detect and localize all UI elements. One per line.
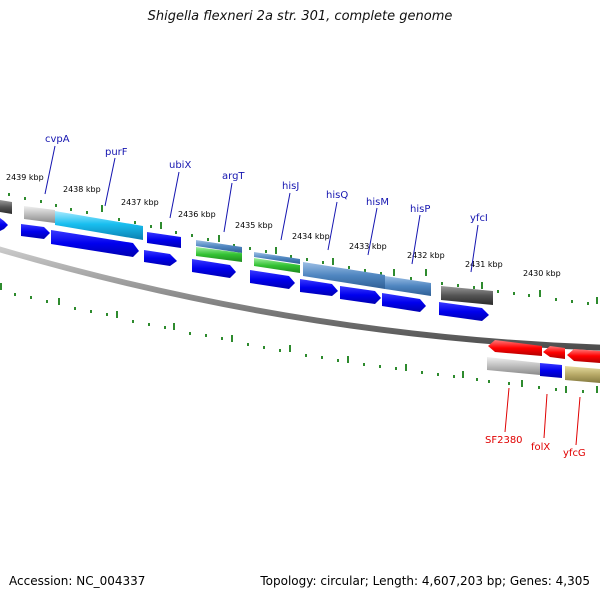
gene-feature (487, 357, 540, 375)
inner-tick-row (0, 283, 598, 393)
gene-label-SF2380: SF2380 (485, 435, 523, 446)
cds-arrow (488, 340, 542, 356)
gene-label-cvpA: cvpA (45, 134, 70, 145)
genome-summary: Topology: circular; Length: 4,607,203 bp… (260, 574, 590, 588)
forward-label-leaders (44, 145, 479, 273)
forward-gene-track (0, 200, 493, 305)
cds-arrow (300, 279, 338, 296)
cds-arrow (567, 349, 600, 363)
cds-arrow (21, 224, 50, 239)
scale-label: 2435 kbp (235, 221, 273, 230)
scale-label: 2431 kbp (465, 260, 503, 269)
scale-label: 2437 kbp (121, 198, 159, 207)
outer-tick-row (8, 193, 598, 305)
reverse-label-leaders (504, 387, 581, 446)
cds-arrow (144, 250, 177, 266)
gene-feature (196, 247, 242, 262)
cds-arrow (0, 218, 8, 231)
gene-feature (441, 286, 493, 305)
cds-arrow (382, 293, 426, 312)
scale-label: 2430 kbp (523, 269, 561, 278)
cds-arrow (439, 302, 489, 321)
gene-label-yfcI: yfcI (470, 213, 488, 224)
gene-feature (303, 262, 385, 289)
gene-label-hisP: hisP (410, 204, 430, 215)
accession-label: Accession: NC_004337 (9, 574, 146, 588)
reverse-gene-labels: SF2380 folX yfcG (485, 435, 586, 459)
scale-label: 2436 kbp (178, 210, 216, 219)
scale-label: 2438 kbp (63, 185, 101, 194)
gene-feature (565, 366, 600, 383)
cds-arrow (543, 346, 565, 359)
forward-gene-labels: cvpA purF ubiX argT hisJ hisQ hisM hisP … (45, 134, 488, 224)
gene-feature (55, 211, 143, 240)
scale-label: 2432 kbp (407, 251, 445, 260)
gene-label-yfcG: yfcG (563, 448, 586, 459)
gene-feature (385, 276, 431, 296)
gene-feature (254, 252, 300, 264)
gene-feature (254, 258, 300, 273)
forward-cds-track (0, 218, 489, 321)
scale-label: 2434 kbp (292, 232, 330, 241)
scale-labels: 2439 kbp 2438 kbp 2437 kbp 2436 kbp 2435… (6, 173, 561, 278)
cds-arrow (51, 230, 139, 257)
gene-feature (0, 200, 12, 214)
gene-label-folX: folX (531, 442, 550, 453)
scale-label: 2439 kbp (6, 173, 44, 182)
cds-arrow (250, 270, 295, 289)
gene-label-hisJ: hisJ (282, 181, 299, 192)
gene-feature (196, 240, 242, 253)
gene-label-argT: argT (222, 171, 245, 182)
cds-arrow (192, 259, 236, 278)
map-title: Shigella flexneri 2a str. 301, complete … (147, 9, 453, 24)
gene-label-purF: purF (105, 147, 128, 158)
gene-label-hisM: hisM (366, 197, 389, 208)
reverse-gene-track (487, 340, 600, 383)
gene-label-hisQ: hisQ (326, 190, 348, 201)
scale-label: 2433 kbp (349, 242, 387, 251)
cds-arrow (340, 286, 381, 304)
gene-feature (147, 232, 181, 248)
gene-feature (540, 363, 562, 378)
gene-feature (24, 206, 55, 223)
gene-label-ubiX: ubiX (169, 160, 191, 171)
